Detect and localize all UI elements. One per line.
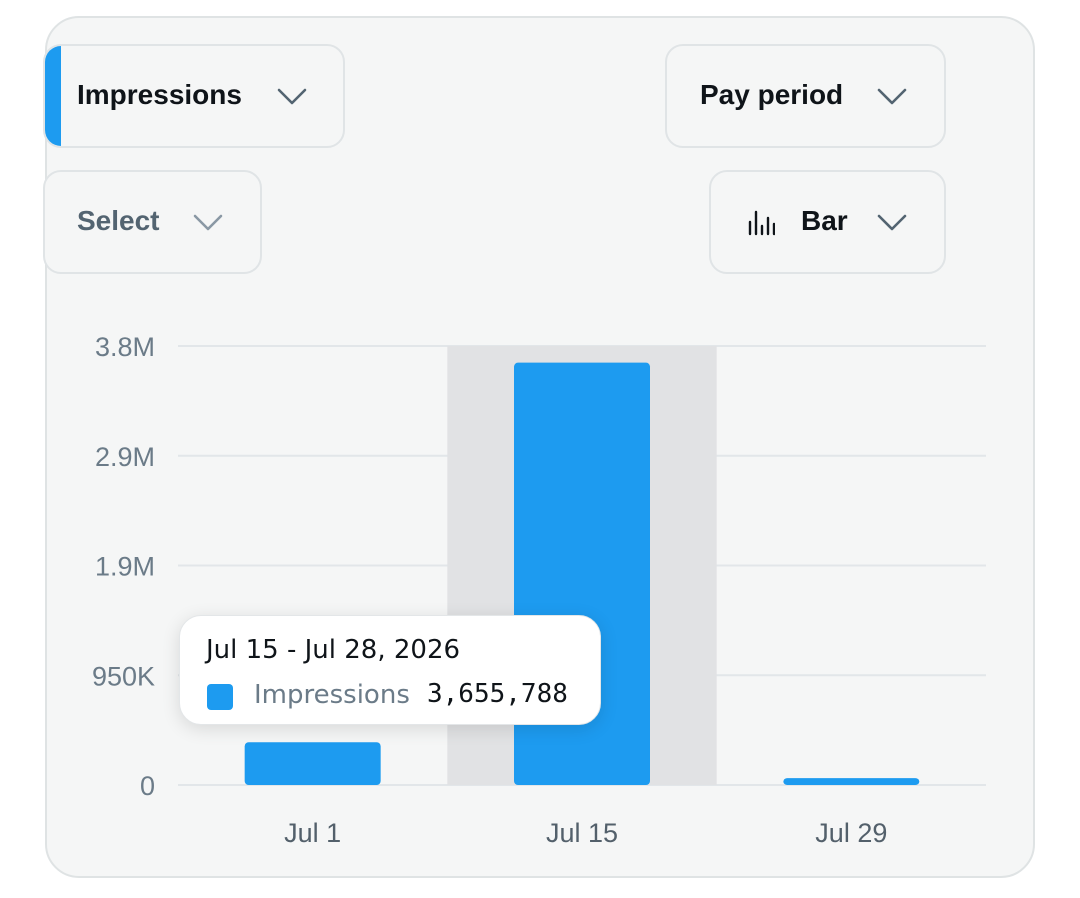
y-tick-label: 950K bbox=[92, 661, 155, 691]
y-tick-label: 2.9M bbox=[95, 442, 155, 472]
bar-chart-icon bbox=[747, 208, 776, 236]
metric-dropdown[interactable]: Impressions bbox=[43, 44, 345, 148]
chart-type-label: Bar bbox=[801, 205, 848, 236]
x-tick-label: Jul 29 bbox=[815, 818, 887, 848]
chevron-down-icon bbox=[193, 214, 223, 232]
tooltip-series-name: Impressions bbox=[254, 680, 410, 710]
compare-select-dropdown[interactable]: Select bbox=[43, 170, 262, 274]
chevron-down-icon bbox=[277, 88, 307, 106]
x-tick-label: Jul 15 bbox=[546, 818, 618, 848]
bar-jul-29[interactable] bbox=[783, 778, 920, 785]
chart-type-dropdown[interactable]: Bar bbox=[709, 170, 946, 274]
x-tick-label: Jul 1 bbox=[284, 818, 341, 848]
compare-select-label: Select bbox=[77, 205, 160, 236]
chevron-down-icon bbox=[877, 214, 907, 232]
metric-accent-bar bbox=[45, 46, 61, 146]
period-dropdown-label: Pay period bbox=[700, 79, 844, 110]
y-tick-label: 3.8M bbox=[95, 332, 155, 362]
period-dropdown[interactable]: Pay period bbox=[665, 44, 946, 148]
bar-jul-1[interactable] bbox=[244, 742, 381, 785]
y-tick-label: 0 bbox=[140, 771, 155, 801]
chart-tooltip: Jul 15 - Jul 28, 2026 Impressions 3,655,… bbox=[179, 615, 601, 725]
chevron-down-icon bbox=[877, 88, 907, 106]
tooltip-series-swatch bbox=[207, 684, 233, 710]
y-tick-label: 1.9M bbox=[95, 552, 155, 582]
tooltip-title: Jul 15 - Jul 28, 2026 bbox=[206, 635, 461, 665]
metric-dropdown-label: Impressions bbox=[77, 79, 242, 110]
tooltip-value: 3,655,788 bbox=[427, 679, 568, 709]
